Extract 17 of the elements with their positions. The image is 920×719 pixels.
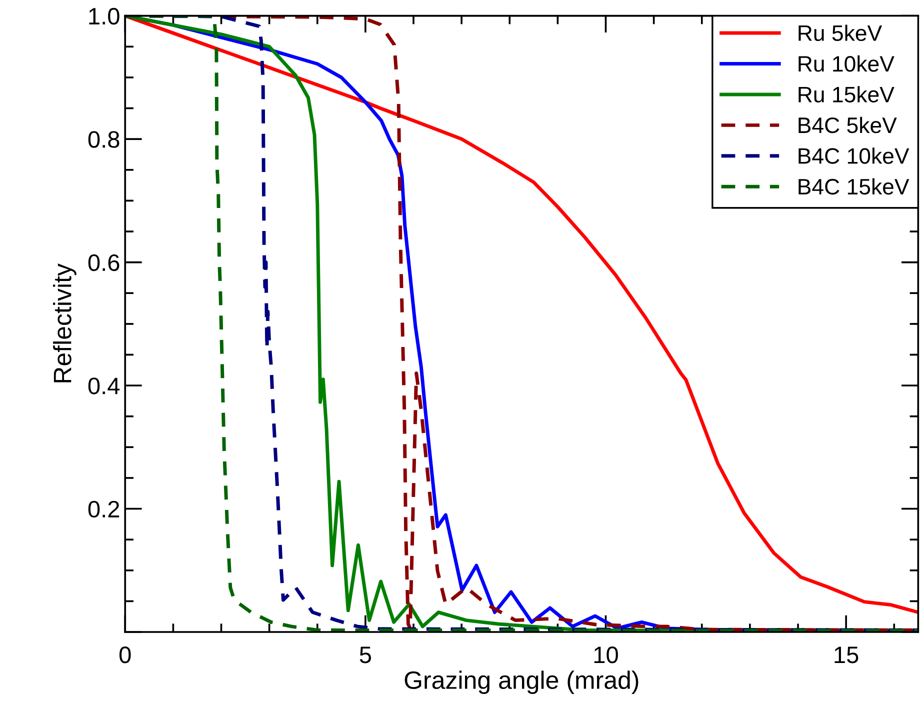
legend-label: B4C 15keV <box>798 178 910 195</box>
y-tick-label: 0.2 <box>88 500 120 518</box>
x-tick-label: 0 <box>119 646 131 664</box>
x-tick-label: 15 <box>834 646 858 664</box>
legend-label: B4C 5keV <box>798 116 897 134</box>
x-axis-title: Grazing angle (mrad) <box>404 670 638 694</box>
y-tick-label: 0.8 <box>88 131 120 148</box>
y-tick-label: 0.4 <box>88 378 120 394</box>
legend-label: Ru 5keV <box>798 24 882 42</box>
legend-label: B4C 10keV <box>798 148 910 164</box>
y-tick-label: 0.6 <box>88 254 120 272</box>
y-tick-label: 1.0 <box>89 8 120 25</box>
x-tick-label: 5 <box>360 646 372 664</box>
x-tick-label: 10 <box>594 646 618 664</box>
legend-label: Ru 10keV <box>798 55 894 72</box>
y-axis-title: Reflectivity <box>53 264 76 382</box>
legend-label: Ru 15keV <box>798 86 894 102</box>
